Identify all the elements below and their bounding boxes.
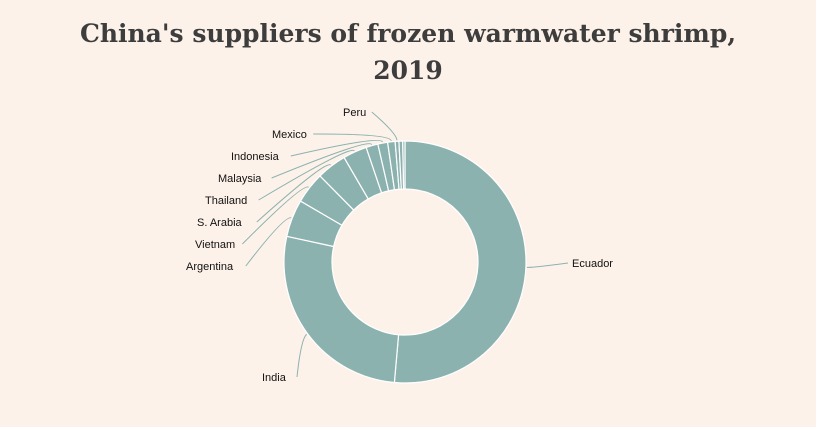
slice-label-india: India bbox=[262, 372, 287, 384]
chart-title-line2: 2019 bbox=[373, 56, 443, 85]
slice-other-11 bbox=[402, 140, 406, 190]
leader-line-vietnam bbox=[242, 186, 309, 245]
slices-group bbox=[283, 140, 527, 384]
slice-label-peru: Peru bbox=[343, 107, 366, 119]
leader-line-peru bbox=[371, 111, 398, 141]
leader-line-malaysia bbox=[271, 143, 373, 179]
slice-label-vietnam: Vietnam bbox=[195, 239, 235, 251]
leader-line-ecuador bbox=[526, 262, 569, 268]
slice-label-argentina: Argentina bbox=[186, 261, 234, 273]
labels-group: Ecuador India Argentina Vietnam S. Arabia Tha… bbox=[186, 107, 613, 384]
slice-label-mexico: Mexico bbox=[272, 129, 307, 141]
leader-line-thailand bbox=[258, 149, 355, 201]
slice-india bbox=[283, 235, 400, 384]
leader-line-india bbox=[296, 333, 308, 378]
leader-line-argentina bbox=[245, 217, 292, 267]
leader-lines-group bbox=[242, 111, 569, 378]
leader-line-mexico bbox=[313, 133, 392, 142]
slice-ecuador bbox=[393, 140, 527, 384]
slice-label-s-arabia: S. Arabia bbox=[197, 217, 243, 229]
leader-line-s-arabia bbox=[256, 164, 332, 223]
leader-line-indonesia bbox=[290, 139, 384, 157]
slice-label-thailand: Thailand bbox=[205, 195, 247, 207]
slice-label-malaysia: Malaysia bbox=[218, 173, 262, 185]
slice-label-indonesia: Indonesia bbox=[231, 151, 280, 163]
slice-label-ecuador: Ecuador bbox=[572, 258, 613, 270]
chart-title-line1: China's suppliers of frozen warmwater sh… bbox=[79, 19, 737, 48]
